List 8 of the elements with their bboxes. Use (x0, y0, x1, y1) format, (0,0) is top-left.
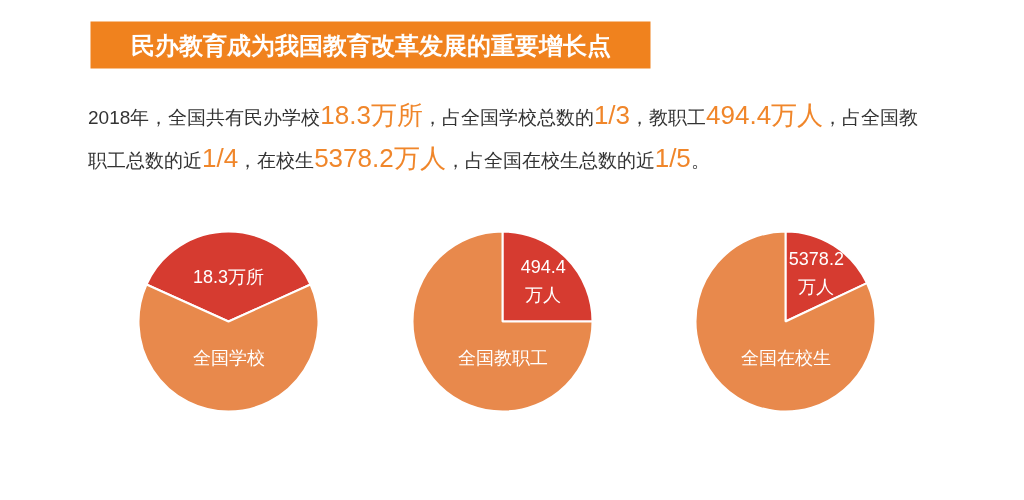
slice-label: 全国学校 (192, 347, 265, 368)
slice-label: 全国教职工 (457, 347, 548, 368)
slice-label: 494.4 万人 (520, 256, 566, 305)
text: 2018年，全国共有民办学校18.3万所，占全国学校总数的1/3，教职工494.4万人，占全国教职工总数的近1/4，在校生5378.2万人，占全国在校生总数的近1/5。 (88, 100, 919, 173)
slice-label: 18.3万所 (192, 266, 265, 287)
slice-label: 全国在校生 (740, 347, 831, 368)
slice-label: 5378.2 万人 (788, 248, 844, 297)
text: 民办教育成为我国教育改革发展的重要增长点 (130, 31, 611, 59)
